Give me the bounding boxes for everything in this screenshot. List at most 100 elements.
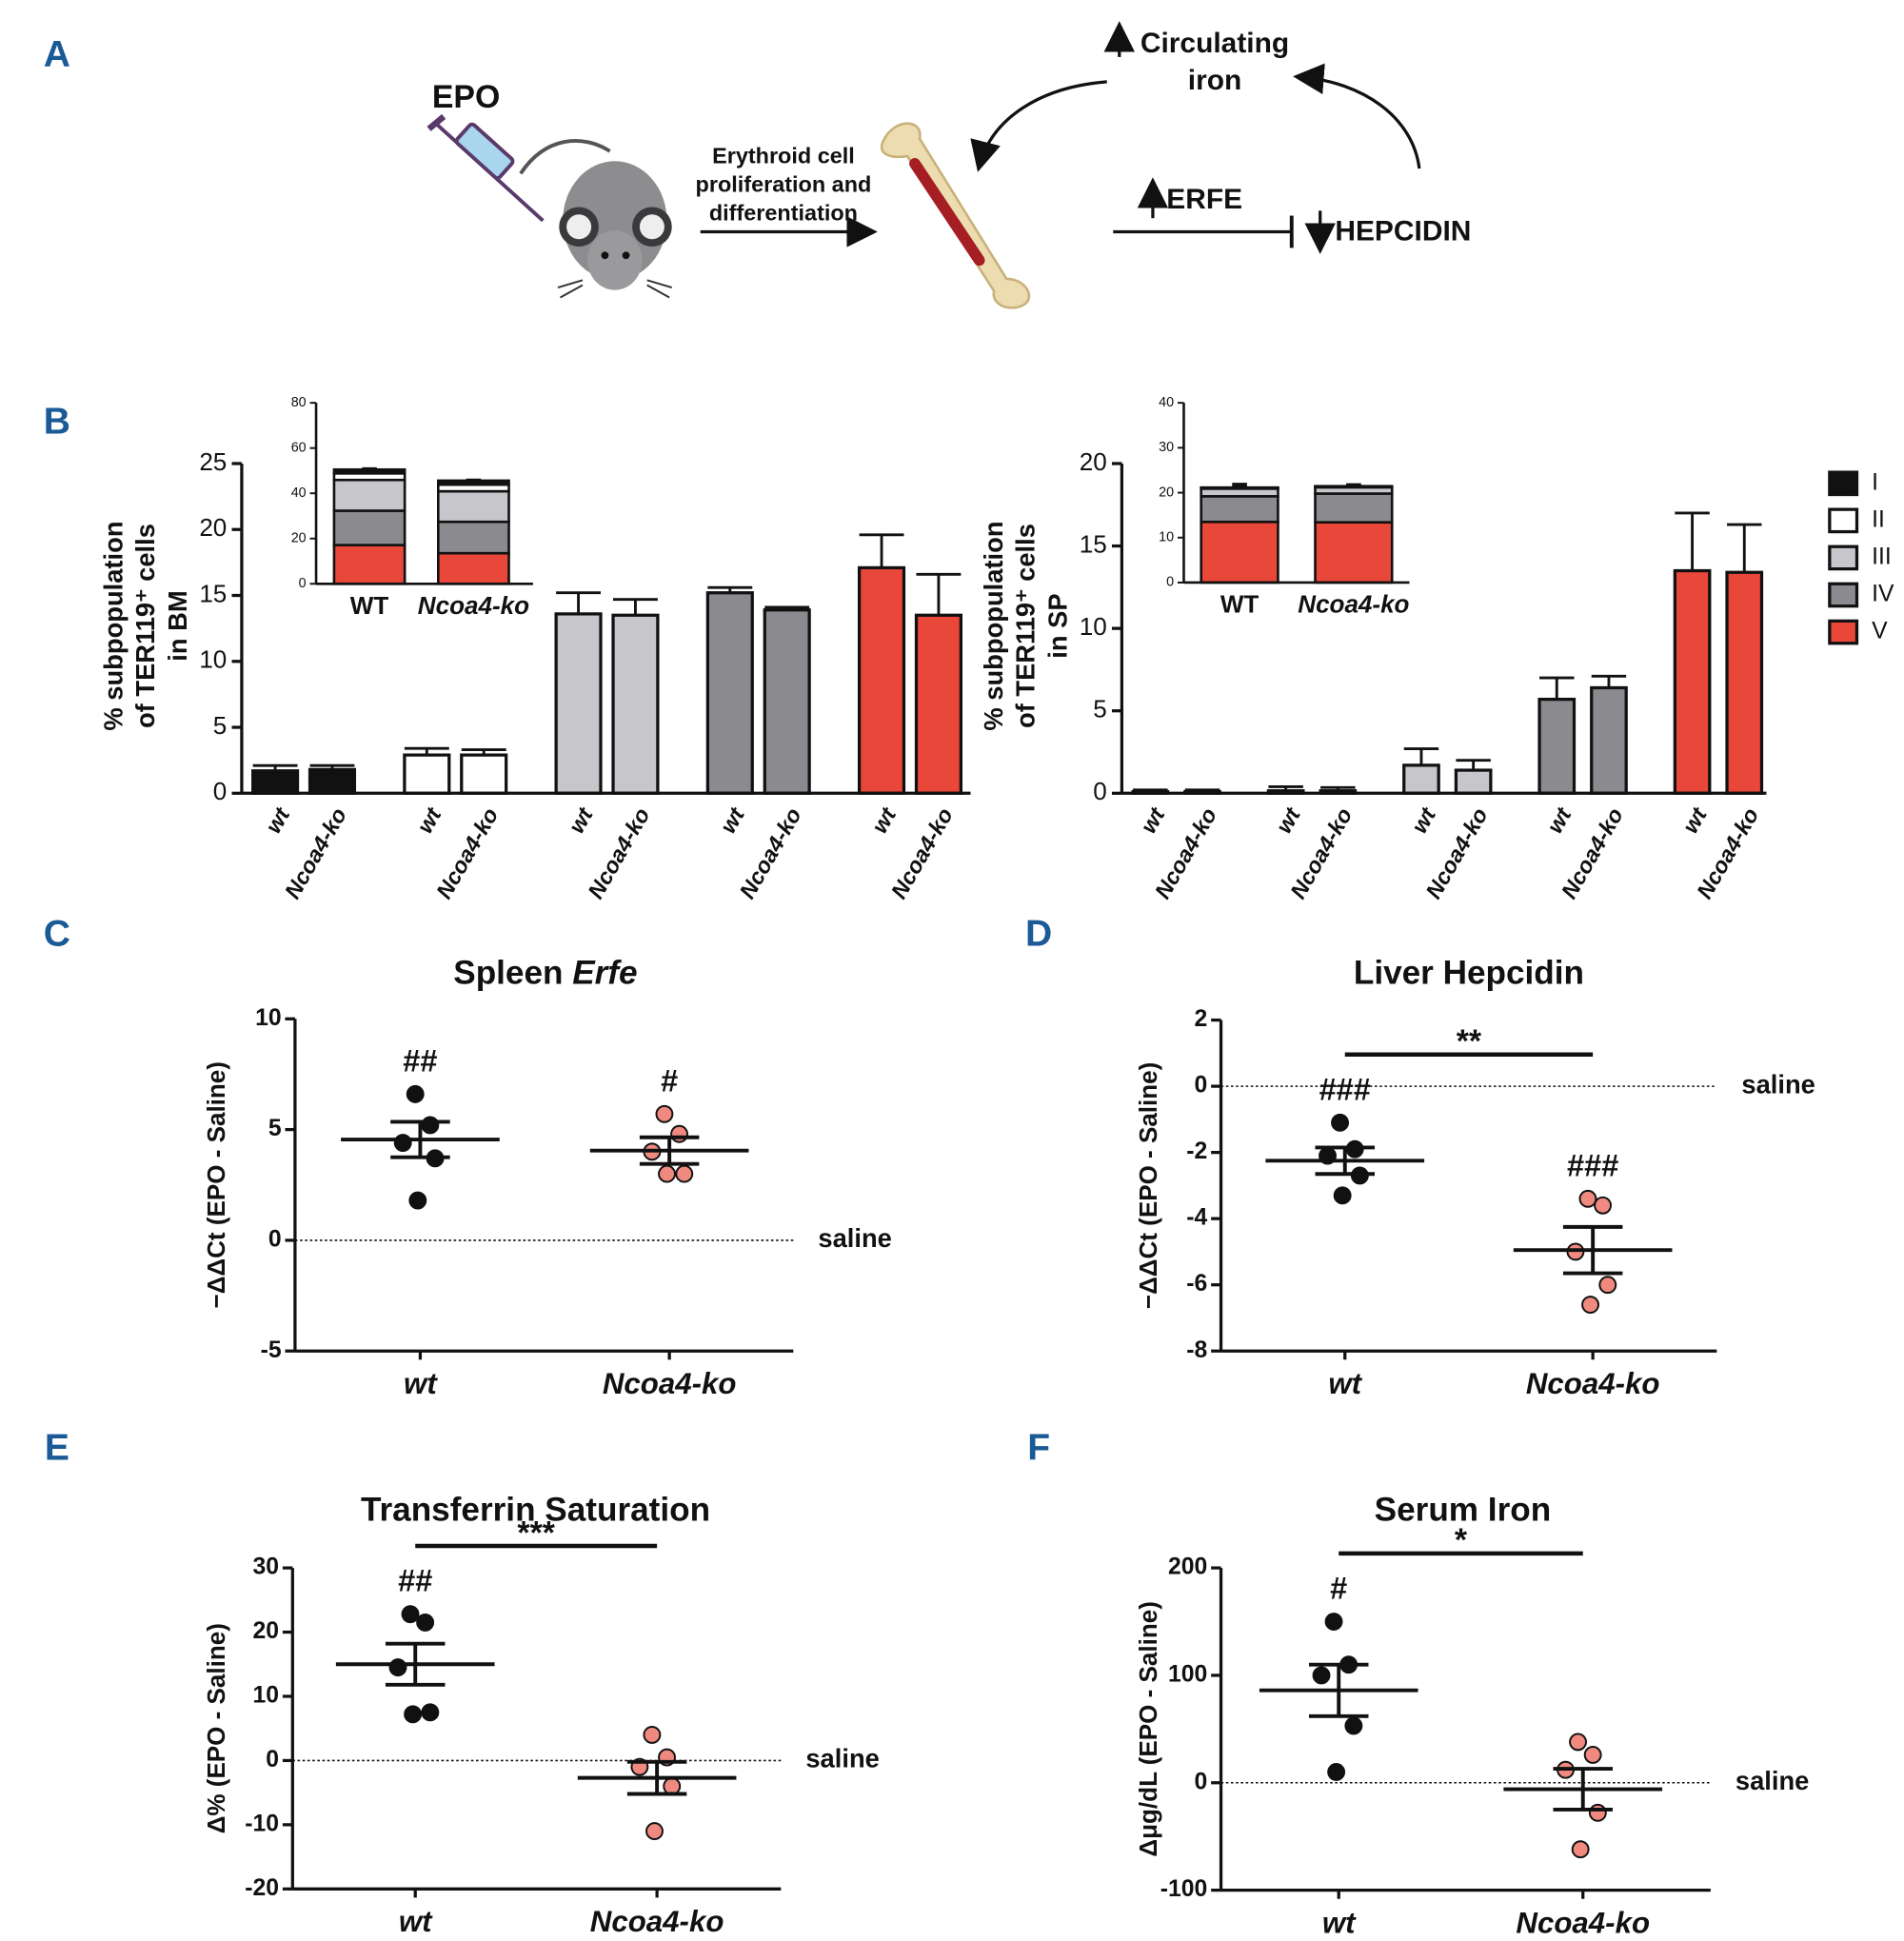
x-tick-label: Ncoa4-ko: [418, 591, 529, 620]
y-axis-label: −ΔΔCt (EPO - Saline): [1134, 1062, 1162, 1309]
x-tick-label: Ncoa4-ko: [603, 1367, 737, 1400]
x-tick-label: wt: [261, 802, 295, 838]
title-part: Liver Hepcidin: [1354, 955, 1584, 992]
process-label: proliferation and: [696, 171, 872, 196]
stacked-segment: [437, 489, 510, 524]
y-tick-label: 0: [299, 576, 307, 591]
bar: [611, 613, 660, 795]
y-tick-label: 0: [1093, 777, 1106, 805]
data-point: [1331, 1113, 1349, 1132]
x-tick-label: Ncoa4-ko: [1298, 590, 1409, 619]
data-point: [663, 1776, 682, 1795]
process-label: Erythroid cell: [712, 144, 855, 168]
y-tick-label: 20: [252, 1618, 279, 1644]
annotation: ###: [1319, 1072, 1371, 1106]
data-point: [675, 1164, 694, 1183]
mouse: [519, 139, 673, 299]
x-tick-label: WT: [1220, 590, 1259, 619]
y-tick-label: 0: [1194, 1769, 1207, 1794]
y-axis-label: % subpopulation: [98, 521, 128, 730]
y-tick-label: 60: [291, 440, 307, 455]
bar: [1402, 763, 1440, 795]
data-point: [416, 1613, 435, 1632]
iron-label: iron: [1188, 65, 1242, 96]
significance-label: *: [1455, 1522, 1468, 1558]
bar: [1673, 568, 1712, 795]
bar: [705, 591, 754, 795]
y-tick-label: 0: [1194, 1073, 1207, 1099]
bar: [251, 769, 300, 795]
legend-swatch: [1828, 470, 1859, 497]
legend-swatch: [1828, 545, 1859, 571]
stacked-segment: [332, 467, 407, 475]
y-tick-label: 0: [213, 777, 227, 805]
sem-bar: [639, 1135, 700, 1166]
data-point: [404, 1705, 423, 1724]
legend-label: I: [1872, 469, 1878, 495]
x-tick-label: wt: [867, 802, 902, 838]
error-bar: [1456, 759, 1491, 771]
erfe-label: ERFE: [1166, 184, 1242, 215]
y-tick-label: -6: [1186, 1271, 1207, 1297]
bar: [307, 767, 357, 795]
significance-label: **: [1457, 1023, 1482, 1060]
legend-label: V: [1872, 619, 1888, 644]
process-label: differentiation: [709, 200, 858, 225]
stacked-segment: [437, 520, 510, 555]
bar: [554, 612, 603, 795]
bar: [1454, 768, 1493, 795]
data-point: [670, 1124, 688, 1143]
y-tick-label: 200: [1168, 1555, 1207, 1580]
y-tick-label: 30: [1159, 440, 1174, 455]
y-tick-label: 5: [1093, 695, 1106, 723]
y-tick-label: 10: [199, 645, 227, 674]
data-point: [1583, 1745, 1602, 1764]
y-tick-label: 80: [291, 395, 307, 410]
y-axis-label: in BM: [163, 590, 192, 661]
error-bar: [1403, 747, 1439, 765]
y-axis-label: in SP: [1042, 593, 1072, 658]
panel-label: B: [44, 402, 70, 443]
data-point: [643, 1726, 662, 1744]
data-point: [408, 1191, 427, 1210]
panel-label: A: [44, 34, 70, 75]
sem-bar: [390, 1119, 450, 1159]
data-point: [1594, 1196, 1613, 1215]
reference-label: saline: [805, 1744, 879, 1773]
stacked-segment: [332, 544, 407, 585]
y-tick-label: 25: [199, 447, 227, 476]
legend-swatch: [1828, 619, 1859, 645]
x-tick-label: wt: [404, 1367, 438, 1400]
y-axis-label: −ΔΔCt (EPO - Saline): [202, 1061, 230, 1308]
x-tick-label: Ncoa4-ko: [1516, 1906, 1650, 1939]
title-part: Spleen: [453, 955, 572, 992]
x-tick-label: WT: [350, 591, 389, 620]
data-point: [1581, 1296, 1599, 1314]
title-part: Erfe: [572, 955, 637, 992]
chart-title: Serum Iron: [1375, 1492, 1552, 1529]
data-point: [1333, 1186, 1352, 1205]
y-axis-label: of TER119⁺ cells: [1011, 524, 1041, 728]
annotation: ##: [403, 1043, 437, 1078]
data-point: [1327, 1763, 1346, 1781]
title-part: Serum Iron: [1375, 1492, 1552, 1529]
stacked-segment: [1200, 495, 1279, 524]
error-bar: [859, 533, 904, 568]
y-tick-label: 2: [1194, 1006, 1207, 1032]
y-tick-label: 10: [252, 1683, 279, 1709]
stacked-segment: [332, 509, 407, 546]
syringe: [426, 113, 545, 223]
legend-swatch: [1828, 582, 1859, 608]
sem-bar: [1315, 1145, 1375, 1177]
y-axis-label: % subpopulation: [979, 521, 1008, 730]
data-point: [388, 1658, 407, 1677]
hepcidin-label: HEPCIDIN: [1335, 216, 1471, 248]
y-tick-label: 20: [1080, 447, 1107, 476]
data-point: [401, 1605, 420, 1624]
y-tick-label: 30: [252, 1555, 279, 1580]
y-tick-label: 40: [1159, 395, 1174, 410]
y-tick-label: 0: [268, 1226, 282, 1252]
drug-label: EPO: [432, 79, 500, 115]
